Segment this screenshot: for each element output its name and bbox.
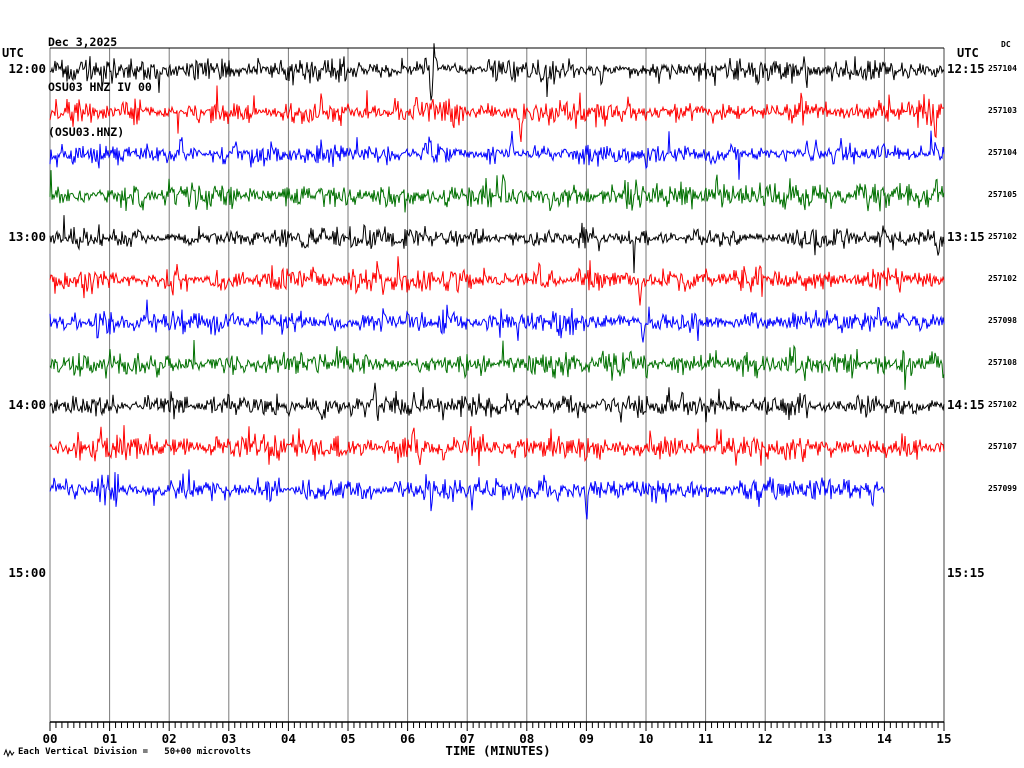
seismogram-trace [49, 339, 945, 390]
minute-tick-label: 01 [102, 731, 118, 746]
seismogram-trace [49, 130, 945, 180]
dc-value: 257103 [988, 106, 1017, 115]
seismogram-trace [49, 382, 945, 423]
utc-right-label: UTC [957, 46, 979, 60]
minute-tick-label: 04 [280, 731, 296, 746]
title-date: Dec 3,2025 [48, 35, 118, 49]
minute-tick-label: 06 [400, 731, 416, 746]
seismogram-trace [49, 170, 945, 213]
seismogram-trace [49, 425, 945, 467]
dc-value: 257098 [988, 316, 1017, 325]
dc-value: 257102 [988, 400, 1017, 409]
hour-label-left: 14:00 [8, 397, 46, 412]
hour-label-left: 15:00 [8, 565, 46, 580]
seismogram-trace [49, 85, 945, 143]
dc-value: 257105 [988, 190, 1017, 199]
minute-tick-label: 09 [578, 731, 594, 746]
seismogram-trace [49, 43, 945, 101]
dc-value: 257099 [988, 484, 1017, 493]
hour-label-right: 12:15 [947, 61, 985, 76]
title-station: OSU03 HNZ IV 00 [48, 80, 152, 94]
title-channel: (OSU03.HNZ) [48, 125, 125, 139]
minute-tick-label: 05 [340, 731, 356, 746]
seismogram-trace [49, 256, 945, 306]
scale-note: Each Vertical Division = 50+00 microvolt… [18, 747, 251, 757]
hour-label-left: 13:00 [8, 229, 46, 244]
dc-value: 257102 [988, 232, 1017, 241]
time-axis-label: TIME (MINUTES) [445, 743, 551, 758]
minute-tick-label: 10 [638, 731, 654, 746]
dc-value: 257104 [988, 148, 1017, 157]
minute-tick-label: 13 [817, 731, 833, 746]
minute-tick-label: 08 [519, 731, 535, 746]
minute-tick-label: 00 [42, 731, 58, 746]
dc-value: 257104 [988, 64, 1017, 73]
minute-tick-label: 03 [221, 731, 237, 746]
minute-tick-label: 02 [161, 731, 177, 746]
dc-value: 257102 [988, 274, 1017, 283]
hour-label-right: 13:15 [947, 229, 985, 244]
minute-tick-label: 14 [876, 731, 892, 746]
minute-tick-label: 11 [698, 731, 714, 746]
dc-value: 257108 [988, 358, 1017, 367]
minute-tick-label: 15 [936, 731, 952, 746]
title-block: Dec 3,2025 OSU03 HNZ IV 00 (OSU03.HNZ) [48, 5, 152, 170]
hour-label-right: 15:15 [947, 565, 985, 580]
dc-value: 257107 [988, 442, 1017, 451]
seismogram-trace [49, 299, 945, 343]
scale-marker-glyph [3, 748, 15, 758]
minute-tick-label: 07 [459, 731, 475, 746]
seismogram-trace [49, 469, 885, 520]
utc-left-label: UTC [2, 46, 24, 60]
hour-label-left: 12:00 [8, 61, 46, 76]
minute-tick-label: 12 [757, 731, 773, 746]
hour-label-right: 14:15 [947, 397, 985, 412]
dc-column-header: DC [1001, 40, 1011, 49]
seismogram-trace [49, 215, 945, 274]
